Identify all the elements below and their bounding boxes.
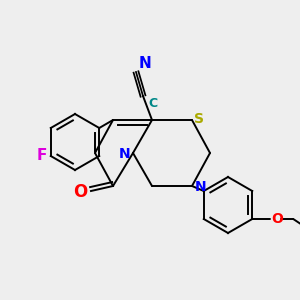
Text: O: O [73,183,87,201]
Text: O: O [271,212,283,226]
Text: S: S [194,112,204,126]
Text: C: C [148,97,157,110]
Text: N: N [139,56,152,71]
Text: N: N [118,147,130,161]
Text: N: N [195,180,207,194]
Text: F: F [36,148,47,164]
